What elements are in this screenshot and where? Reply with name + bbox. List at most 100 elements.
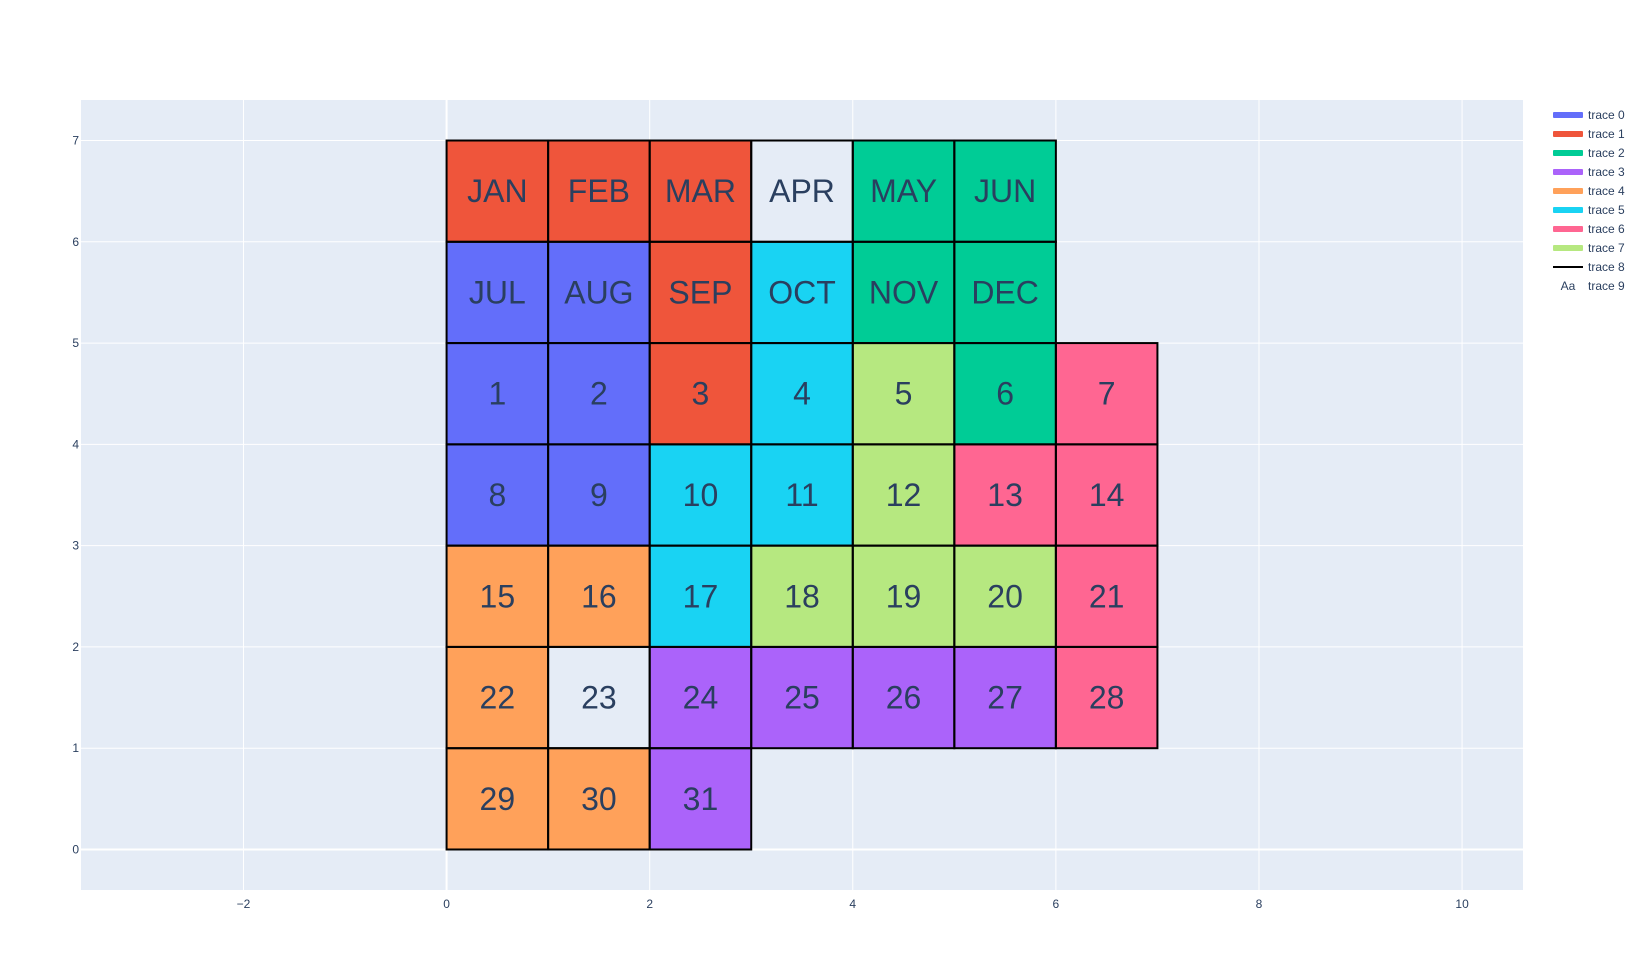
- cell-label: 1: [488, 376, 506, 412]
- cell-label: 11: [785, 477, 818, 513]
- y-tick-label: 5: [72, 336, 79, 350]
- cell-trace-5: [751, 444, 853, 546]
- cell-trace-0: [548, 241, 650, 344]
- cell-trace-1: [649, 140, 752, 242]
- legend-label: trace 7: [1588, 241, 1625, 255]
- cell-label: 14: [1089, 477, 1125, 513]
- cell-trace-7: [954, 545, 1056, 647]
- cell-label: 6: [996, 376, 1014, 412]
- legend-swatch: [1553, 188, 1583, 194]
- legend-item[interactable]: trace 4: [1553, 184, 1625, 198]
- cell-trace-5: [751, 343, 853, 445]
- x-tick-label: 8: [1256, 897, 1263, 911]
- cell-trace-7: [751, 545, 853, 647]
- cell-label: 9: [590, 477, 608, 513]
- cell-label: JUL: [469, 274, 526, 310]
- cell-trace-3: [751, 646, 853, 749]
- legend-swatch: [1553, 112, 1583, 118]
- legend-item[interactable]: trace 5: [1553, 203, 1625, 217]
- cell-trace-4: [548, 748, 650, 850]
- calendar-cells: [446, 140, 1158, 850]
- cell-trace-1: [446, 140, 549, 242]
- cell-trace-0: [446, 343, 549, 445]
- legend-label: trace 4: [1588, 184, 1625, 198]
- legend[interactable]: trace 0 trace 1 trace 2 trace 3 trace 4 trace…: [1553, 108, 1625, 293]
- cell-trace-0: [548, 343, 650, 445]
- cell-label: 10: [683, 477, 719, 513]
- cell-trace-6: [1055, 343, 1158, 445]
- cell-label: SEP: [668, 274, 732, 310]
- legend-swatch: [1553, 150, 1583, 156]
- cell-trace-5: [649, 545, 752, 647]
- legend-item[interactable]: trace 1: [1553, 127, 1625, 141]
- x-tick-label: 6: [1053, 897, 1060, 911]
- x-tick-label: 4: [849, 897, 856, 911]
- legend-item[interactable]: trace 2: [1553, 146, 1625, 160]
- legend-item[interactable]: trace 3: [1553, 165, 1625, 179]
- cell-trace-7: [852, 444, 955, 546]
- cell-label: 31: [683, 781, 719, 817]
- x-tick-label: 0: [443, 897, 450, 911]
- cell-label: 30: [581, 781, 617, 817]
- legend-text-symbol: Aa: [1561, 279, 1576, 293]
- cell-label: JAN: [467, 173, 527, 209]
- cell-label: 23: [581, 680, 617, 716]
- y-tick-label: 6: [72, 235, 79, 249]
- cell-trace-5: [649, 444, 752, 546]
- legend-label: trace 5: [1588, 203, 1625, 217]
- x-axis-ticks: −2 0 2 4 6 8 10: [237, 897, 1469, 911]
- cell-trace-6: [1055, 545, 1158, 647]
- legend-item[interactable]: trace 8: [1553, 260, 1625, 274]
- cell-outline: [648, 747, 753, 851]
- legend-label: trace 6: [1588, 222, 1625, 236]
- cell-trace-5: [751, 241, 853, 344]
- cell-label: 18: [784, 578, 820, 614]
- cell-label: APR: [769, 173, 835, 209]
- cell-label: 21: [1089, 578, 1125, 614]
- cell-label: AUG: [564, 274, 633, 310]
- cell-label: OCT: [768, 274, 836, 310]
- cell-trace-4: [446, 646, 549, 749]
- cell-label: 20: [987, 578, 1023, 614]
- cell-label: MAR: [665, 173, 736, 209]
- legend-label: trace 3: [1588, 165, 1625, 179]
- cell-label: 7: [1098, 376, 1116, 412]
- cell-label: 15: [480, 578, 516, 614]
- x-tick-label: 2: [646, 897, 653, 911]
- legend-item[interactable]: trace 6: [1553, 222, 1625, 236]
- cell-outline: [1054, 645, 1159, 750]
- x-tick-label: 10: [1455, 897, 1469, 911]
- cell-label: 8: [488, 477, 506, 513]
- cell-label: 27: [987, 680, 1023, 716]
- cell-trace-6: [1055, 646, 1158, 749]
- legend-swatch: [1553, 245, 1583, 251]
- cell-trace-4: [548, 545, 650, 647]
- cell-trace-6: [1055, 444, 1158, 546]
- cell-trace-3: [954, 646, 1056, 749]
- cell-trace-1: [548, 140, 650, 242]
- cell-label: 13: [987, 477, 1023, 513]
- cell-trace-7: [852, 545, 955, 647]
- y-tick-label: 4: [72, 437, 79, 451]
- cell-trace-3: [649, 748, 752, 850]
- cell-trace-1: [649, 343, 752, 445]
- cell-label: MAY: [870, 173, 937, 209]
- legend-label: trace 0: [1588, 108, 1625, 122]
- cell-trace-3: [649, 646, 752, 749]
- legend-item[interactable]: Aa trace 9: [1561, 279, 1625, 293]
- cell-trace-6: [954, 444, 1056, 546]
- cell-label: 28: [1089, 680, 1125, 716]
- cell-label: 22: [480, 680, 516, 716]
- legend-item[interactable]: trace 0: [1553, 108, 1625, 122]
- cell-trace-2: [852, 241, 955, 344]
- legend-label: trace 2: [1588, 146, 1625, 160]
- cell-trace-7: [852, 343, 955, 445]
- legend-item[interactable]: trace 7: [1553, 241, 1625, 255]
- x-tick-label: −2: [237, 897, 251, 911]
- legend-label: trace 9: [1588, 279, 1625, 293]
- cell-label: NOV: [869, 274, 939, 310]
- y-tick-label: 1: [72, 741, 79, 755]
- cell-label: 19: [886, 578, 922, 614]
- cell-label: 25: [784, 680, 820, 716]
